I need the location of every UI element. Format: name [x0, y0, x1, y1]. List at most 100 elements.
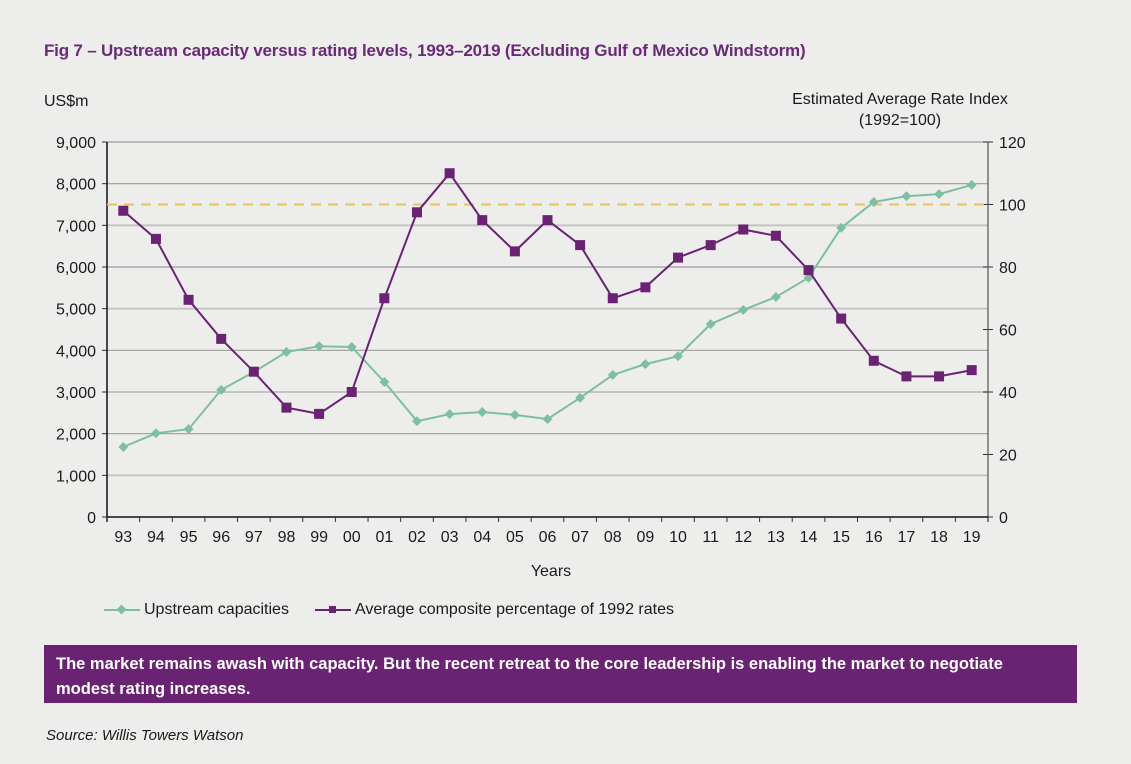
- x-tick-label: 11: [702, 529, 719, 546]
- capacity-point: [281, 347, 292, 357]
- diamond-marker-icon: [116, 604, 127, 615]
- right-tick-label: 60: [999, 323, 1017, 340]
- x-tick-label: 01: [375, 529, 393, 546]
- rate-point: [183, 294, 194, 305]
- x-tick-label: 07: [571, 529, 589, 546]
- rate-line: [122, 171, 972, 415]
- rate-point: [281, 402, 292, 413]
- rate-point: [705, 240, 716, 251]
- x-tick-label: 00: [343, 529, 361, 546]
- rate-point: [346, 387, 357, 397]
- x-tick-label: 13: [767, 529, 785, 546]
- capacity-point: [836, 222, 847, 233]
- right-tick-label: 0: [999, 510, 1008, 527]
- x-tick-label: 02: [408, 529, 426, 546]
- capacity-point: [770, 292, 781, 302]
- rate-point: [118, 205, 129, 216]
- x-tick-label: 06: [539, 529, 557, 546]
- capacity-point: [673, 351, 683, 362]
- chart-legend: Upstream capacities Average composite pe…: [104, 601, 700, 619]
- x-tick-label: 97: [245, 529, 263, 546]
- right-tick-label: 120: [999, 135, 1026, 152]
- x-tick-label: 14: [800, 529, 818, 546]
- callout-box: The market remains awash with capacity. …: [44, 645, 1077, 703]
- x-tick-label: 15: [832, 529, 850, 546]
- left-tick-label: 0: [87, 510, 96, 527]
- capacity-point: [868, 197, 879, 207]
- x-tick-label: 05: [506, 529, 524, 546]
- x-tick-label: 19: [963, 529, 981, 546]
- rate-point: [444, 168, 455, 179]
- capacity-point: [183, 424, 194, 435]
- series-group: [118, 168, 977, 452]
- left-tick-label: 3,000: [56, 385, 96, 402]
- x-tick-label: 93: [114, 529, 132, 546]
- source-note: Source: Willis Towers Watson: [46, 727, 244, 744]
- capacity-point: [379, 377, 390, 387]
- x-tick-label: 17: [898, 529, 916, 546]
- x-tick-label: 18: [930, 529, 948, 546]
- left-tick-label: 4,000: [56, 343, 96, 360]
- capacity-point: [640, 359, 651, 370]
- left-tick-label: 9,000: [56, 135, 96, 152]
- capacity-point: [901, 191, 912, 202]
- right-tick-label: 40: [999, 385, 1017, 402]
- rate-point: [379, 293, 390, 304]
- rate-point: [901, 371, 912, 382]
- rate-point: [216, 333, 227, 344]
- rate-point: [738, 224, 749, 235]
- rate-point: [934, 371, 945, 382]
- square-marker-icon: [328, 606, 336, 613]
- rate-point: [314, 408, 325, 419]
- rate-point: [640, 282, 651, 293]
- rate-point: [770, 230, 781, 241]
- legend-swatch-capacity: [104, 604, 140, 616]
- rate-point: [575, 240, 586, 251]
- left-tick-label: 5,000: [56, 302, 96, 319]
- right-tick-label: 80: [999, 260, 1017, 277]
- left-tick-label: 2,000: [56, 427, 96, 444]
- left-axis-label: US$m: [44, 93, 89, 110]
- capacity-point: [314, 341, 325, 352]
- line-chart: 0 1,000 2,000 3,000 4,000 5,000 6,000 7,000 8,00…: [56, 135, 1026, 580]
- capacity-point: [575, 392, 586, 403]
- tick-labels: 0 1,000 2,000 3,000 4,000 5,000 6,000 7,000 8,00…: [56, 135, 1026, 546]
- rate-point: [411, 207, 422, 218]
- capacity-point: [412, 416, 422, 427]
- legend-label-rate: Average composite percentage of 1992 rat…: [354, 601, 674, 618]
- capacity-point: [934, 189, 945, 200]
- x-tick-label: 03: [441, 529, 459, 546]
- rate-point: [607, 293, 618, 304]
- x-tick-label: 16: [865, 529, 883, 546]
- legend-item-rate: Average composite percentage of 1992 rat…: [314, 601, 674, 619]
- legend-swatch-rate: [314, 604, 351, 616]
- capacity-point: [542, 414, 553, 425]
- rate-point: [542, 215, 553, 226]
- capacity-point: [966, 179, 977, 190]
- capacity-point: [705, 319, 716, 330]
- left-tick-label: 1,000: [56, 468, 96, 485]
- legend-label-capacity: Upstream capacities: [144, 601, 289, 618]
- rate-point: [966, 365, 977, 376]
- rate-point: [673, 252, 684, 263]
- left-tick-label: 6,000: [56, 260, 96, 277]
- capacity-point: [607, 369, 618, 380]
- left-tick-label: 7,000: [56, 218, 96, 235]
- x-axis-label: Years: [531, 563, 571, 580]
- x-tick-label: 12: [734, 529, 752, 546]
- capacity-series: [118, 179, 977, 452]
- gridlines: [107, 141, 988, 477]
- x-tick-label: 96: [212, 529, 230, 546]
- right-axis-label: Estimated Average Rate Index (1992=100): [792, 91, 1008, 129]
- x-tick-label: 94: [147, 529, 165, 546]
- rate-point: [509, 246, 520, 257]
- x-tick-label: 99: [310, 529, 328, 546]
- x-tick-label: 10: [669, 529, 687, 546]
- right-tick-label: 20: [999, 448, 1017, 465]
- rate-series: [118, 168, 977, 419]
- axes: [102, 141, 993, 522]
- left-tick-label: 8,000: [56, 177, 96, 194]
- rate-point: [868, 355, 879, 366]
- legend-item-capacity: Upstream capacities: [104, 601, 289, 619]
- x-tick-label: 95: [180, 529, 198, 546]
